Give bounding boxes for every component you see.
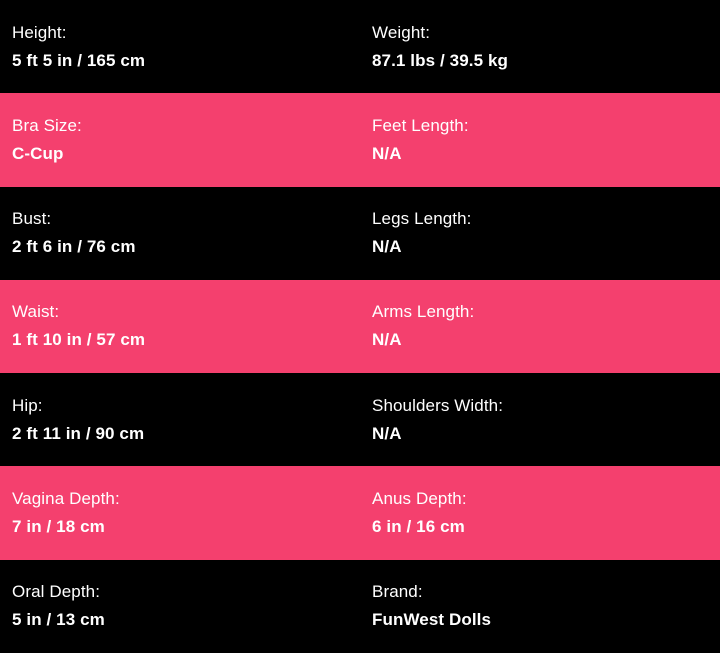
spec-label: Waist: — [12, 302, 60, 322]
spec-cell-shoulders-width: Shoulders Width: N/A — [360, 373, 720, 466]
spec-row-vaginadepth-anusdepth: Vagina Depth: 7 in / 18 cm Anus Depth: 6… — [0, 466, 720, 560]
spec-cell-hip: Hip: 2 ft 11 in / 90 cm — [0, 373, 360, 466]
spec-label: Anus Depth: — [372, 489, 467, 509]
spec-value: FunWest Dolls — [372, 610, 492, 630]
spec-value: N/A — [372, 423, 402, 443]
spec-row-bust-legslength: Bust: 2 ft 6 in / 76 cm Legs Length: N/A — [0, 186, 720, 280]
spec-value: 5 in / 13 cm — [12, 610, 105, 630]
spec-label: Bust: — [12, 209, 52, 229]
spec-label: Feet Length: — [372, 115, 469, 135]
spec-label: Bra Size: — [12, 115, 82, 135]
spec-value: 1 ft 10 in / 57 cm — [12, 330, 146, 350]
spec-label: Vagina Depth: — [12, 489, 120, 509]
spec-label: Weight: — [372, 22, 431, 42]
spec-cell-weight: Weight: 87.1 lbs / 39.5 kg — [360, 0, 720, 93]
spec-cell-arms-length: Arms Length: N/A — [360, 280, 720, 373]
spec-cell-vagina-depth: Vagina Depth: 7 in / 18 cm — [0, 466, 360, 559]
spec-row-waist-armslength: Waist: 1 ft 10 in / 57 cm Arms Length: N… — [0, 279, 720, 374]
spec-label: Brand: — [372, 582, 423, 602]
spec-value: N/A — [372, 237, 402, 257]
spec-cell-bust: Bust: 2 ft 6 in / 76 cm — [0, 187, 360, 280]
spec-value: N/A — [372, 330, 402, 350]
spec-label: Oral Depth: — [12, 582, 101, 602]
spec-label: Arms Length: — [372, 302, 475, 322]
spec-value: N/A — [372, 143, 402, 163]
spec-cell-anus-depth: Anus Depth: 6 in / 16 cm — [360, 466, 720, 559]
spec-cell-brand: Brand: FunWest Dolls — [360, 560, 720, 653]
spec-row-brasize-feetlength: Bra Size: C-Cup Feet Length: N/A — [0, 93, 720, 187]
spec-row-oraldepth-brand: Oral Depth: 5 in / 13 cm Brand: FunWest … — [0, 559, 720, 653]
spec-value: C-Cup — [12, 143, 64, 163]
spec-cell-legs-length: Legs Length: N/A — [360, 187, 720, 280]
spec-value: 2 ft 6 in / 76 cm — [12, 237, 136, 257]
spec-row-hip-shoulderswidth: Hip: 2 ft 11 in / 90 cm Shoulders Width:… — [0, 373, 720, 467]
spec-cell-waist: Waist: 1 ft 10 in / 57 cm — [0, 280, 360, 373]
spec-value: 7 in / 18 cm — [12, 517, 105, 537]
spec-value: 87.1 lbs / 39.5 kg — [372, 50, 508, 70]
spec-cell-bra-size: Bra Size: C-Cup — [0, 93, 360, 186]
spec-label: Hip: — [12, 395, 43, 415]
spec-label: Shoulders Width: — [372, 395, 504, 415]
spec-label: Legs Length: — [372, 209, 472, 229]
spec-cell-height: Height: 5 ft 5 in / 165 cm — [0, 0, 360, 93]
spec-cell-oral-depth: Oral Depth: 5 in / 13 cm — [0, 560, 360, 653]
spec-value: 6 in / 16 cm — [372, 517, 465, 537]
spec-label: Height: — [12, 22, 67, 42]
spec-value: 5 ft 5 in / 165 cm — [12, 50, 146, 70]
spec-cell-feet-length: Feet Length: N/A — [360, 93, 720, 186]
spec-value: 2 ft 11 in / 90 cm — [12, 423, 145, 443]
spec-row-height-weight: Height: 5 ft 5 in / 165 cm Weight: 87.1 … — [0, 0, 720, 94]
